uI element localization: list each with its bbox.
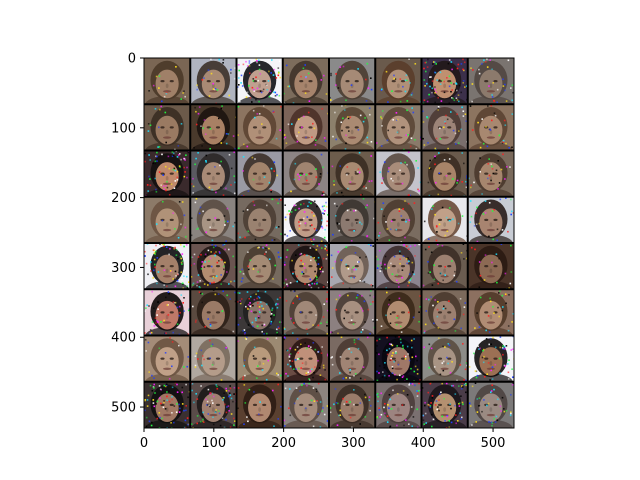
plot-frame: [143, 57, 515, 429]
face-sample-tile: [282, 243, 329, 290]
face-sample-tile: [190, 196, 237, 243]
face-sample-tile: [375, 58, 422, 105]
face-sample-tile: [375, 150, 422, 197]
face-sample-tile: [236, 289, 283, 336]
face-sample-tile: [329, 196, 376, 243]
face-sample-tile: [144, 381, 191, 428]
face-sample-tile: [421, 335, 468, 382]
face-sample-tile: [421, 150, 468, 197]
face-sample-tile: [421, 58, 468, 105]
y-tick-label: 100: [111, 121, 136, 136]
face-sample-tile: [467, 243, 514, 290]
face-sample-tile: [282, 196, 329, 243]
face-sample-tile: [467, 381, 514, 428]
face-sample-tile: [144, 58, 191, 105]
face-sample-tile: [329, 58, 376, 105]
face-sample-tile: [236, 381, 283, 428]
face-sample-tile: [190, 381, 237, 428]
y-tick-label: 200: [111, 191, 136, 206]
face-sample-tile: [144, 104, 191, 151]
face-sample-tile: [421, 104, 468, 151]
face-sample-tile: [329, 335, 376, 382]
face-sample-tile: [236, 335, 283, 382]
face-sample-tile: [421, 381, 468, 428]
face-sample-tile: [144, 289, 191, 336]
face-sample-tile: [467, 289, 514, 336]
face-sample-tile: [144, 243, 191, 290]
face-sample-tile: [329, 381, 376, 428]
x-axis: 0 100 200 300 400 500: [140, 428, 506, 451]
face-sample-tile: [190, 243, 237, 290]
x-tick-label: 200: [271, 436, 296, 451]
face-sample-tile: [144, 335, 191, 382]
face-sample-tile: [282, 58, 329, 105]
face-sample-tile: [144, 196, 191, 243]
face-sample-tile: [375, 381, 422, 428]
x-tick-label: 300: [341, 436, 366, 451]
face-sample-tile: [236, 58, 283, 105]
x-tick-label: 400: [411, 436, 436, 451]
face-sample-tile: [421, 289, 468, 336]
face-sample-grid: [144, 58, 514, 428]
face-sample-tile: [282, 150, 329, 197]
face-sample-tile: [329, 243, 376, 290]
face-sample-tile: [190, 58, 237, 105]
tile-separators: [144, 58, 514, 428]
face-sample-tile: [375, 104, 422, 151]
y-axis: 0 100 200 300 400 500: [111, 52, 144, 416]
face-sample-tile: [190, 104, 237, 151]
face-sample-tile: [467, 196, 514, 243]
y-tick-label: 500: [111, 401, 136, 416]
face-sample-tile: [282, 381, 329, 428]
face-sample-tile: [375, 243, 422, 290]
face-sample-tile: [282, 104, 329, 151]
face-sample-tile: [375, 289, 422, 336]
face-sample-tile: [236, 150, 283, 197]
face-sample-tile: [467, 150, 514, 197]
face-sample-tile: [282, 289, 329, 336]
face-sample-tile: [144, 150, 191, 197]
face-sample-tile: [236, 196, 283, 243]
face-sample-tile: [467, 104, 514, 151]
face-sample-tile: [375, 196, 422, 243]
face-sample-tile: [190, 289, 237, 336]
x-tick-label: 0: [140, 436, 148, 451]
face-sample-tile: [421, 243, 468, 290]
y-tick-label: 400: [111, 331, 136, 346]
face-sample-tile: [329, 104, 376, 151]
face-sample-tile: [375, 335, 422, 382]
face-sample-tile: [329, 289, 376, 336]
y-tick-label: 300: [111, 261, 136, 276]
x-tick-label: 500: [481, 436, 506, 451]
face-sample-tile: [421, 196, 468, 243]
face-sample-tile: [190, 150, 237, 197]
face-sample-tile: [190, 335, 237, 382]
face-sample-tile: [467, 335, 514, 382]
face-sample-tile: [467, 58, 514, 105]
face-sample-tile: [329, 150, 376, 197]
face-sample-tile: [236, 243, 283, 290]
x-tick-label: 100: [201, 436, 226, 451]
y-tick-label: 0: [128, 52, 136, 67]
face-sample-tile: [282, 335, 329, 382]
face-sample-tile: [236, 104, 283, 151]
